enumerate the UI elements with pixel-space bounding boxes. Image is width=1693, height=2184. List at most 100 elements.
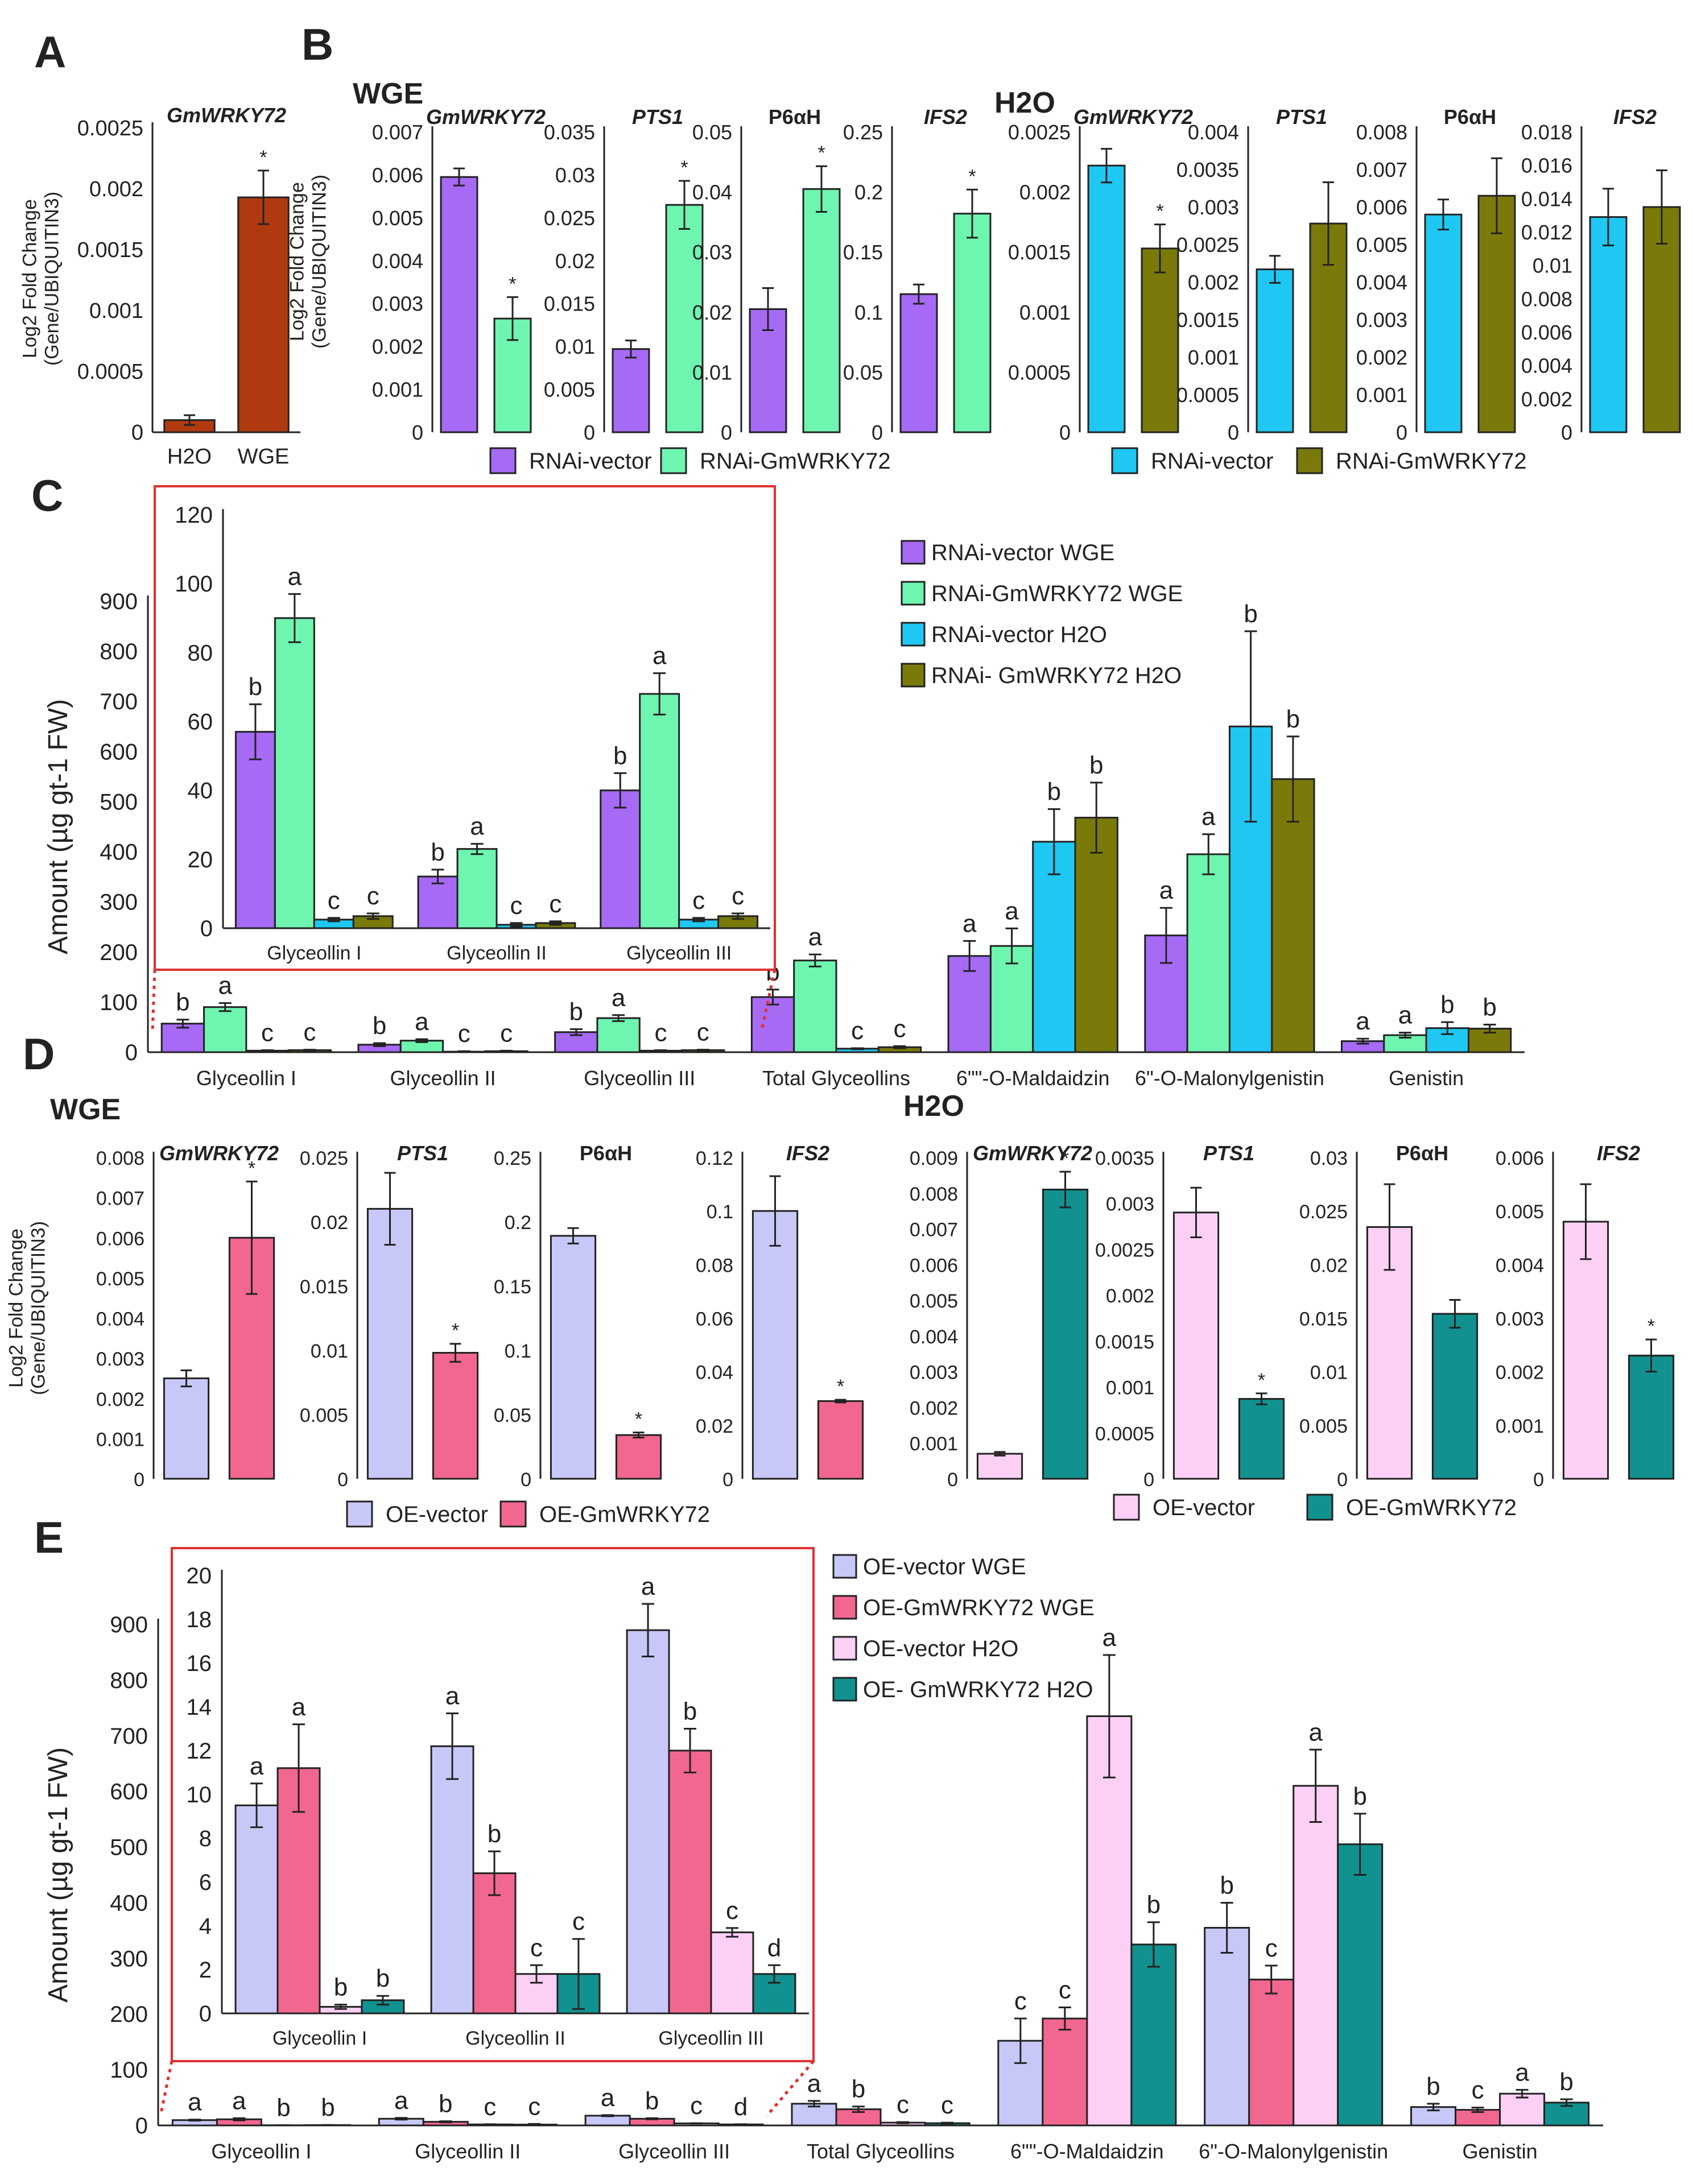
significance-letter: b: [1559, 2068, 1573, 2096]
y-axis-label: Log2 Fold Change(Gene/UBIQUITIN3): [286, 175, 330, 349]
plot-title: IFS2: [1613, 105, 1657, 129]
y-tick-label: 0.0005: [1176, 383, 1239, 407]
panel-label-e: E: [34, 1512, 64, 1562]
significance-letter: a: [1515, 2058, 1529, 2086]
inset-connector: [759, 969, 777, 1033]
y-tick-label: 0.001: [89, 299, 143, 323]
x-tick-label: 6"-O-Malonylgenistin: [1199, 2140, 1388, 2163]
y-tick-label: 0: [1228, 421, 1239, 444]
plot-e-inset: 0 2 4 6 8 10 12 14 16 18 20 Glyceollin I a a b b Glyceol…: [187, 1563, 809, 2049]
plot-title: PTS1: [397, 1141, 448, 1165]
significance-mark: *: [248, 1157, 255, 1179]
bar-oe-vector-h2o-genistin: [1499, 2092, 1546, 2127]
legend-swatch-rnai-gmwrky72: [660, 447, 687, 474]
significance-letter: a: [1201, 803, 1216, 831]
y-tick-label: 0.001: [372, 378, 423, 402]
significance-letter: c: [528, 2092, 540, 2120]
bar-oe-gmwrky72-wge-glyceollin-iii: [668, 1749, 712, 2015]
y-tick-label: 0.003: [1106, 1194, 1154, 1215]
y-tick-label: 0.0005: [77, 360, 143, 384]
significance-mark: *: [1062, 1148, 1069, 1169]
bar-oe-gmwrky72-h2o-6-o-malonylgenistin: [1337, 1843, 1384, 2127]
legend-label: OE-GmWRKY72 WGE: [863, 1595, 1095, 1620]
y-tick-label: 0.003: [910, 1362, 958, 1384]
bar-rnai-vector-wge-6-o-maldaidzin: [947, 955, 992, 1053]
significance-letter: c: [367, 882, 379, 910]
y-tick-label: 500: [110, 1835, 148, 1860]
legend-swatch-oe-gmwrky72: [499, 1500, 527, 1528]
y-tick-label: 0.2: [854, 181, 883, 204]
y-tick-label: 0.02: [692, 301, 732, 324]
plot-a: 0 0.0005 0.001 0.0015 0.002 0.0025 GmWRKY72 H2O…: [77, 104, 290, 469]
legend-label: RNAi-vector: [1151, 449, 1274, 474]
y-tick-label: 0.003: [372, 292, 423, 316]
legend-label: RNAi-GmWRKY72: [1336, 449, 1527, 474]
x-tick-label: H2O: [167, 445, 212, 469]
y-tick-label: 0: [1561, 421, 1572, 444]
y-tick-label: 0.005: [96, 1268, 144, 1290]
x-tick-label: Glyceollin I: [211, 2140, 311, 2163]
bar-d-wge-gmwrky72-0: [163, 1377, 210, 1480]
plot-d-wge-gmwrky72: 0 0.001 0.002 0.003 0.004 0.005 0.006 0.007 0.00…: [96, 1141, 279, 1491]
x-tick-label: Total Glyceollins: [807, 2140, 955, 2163]
y-tick-label: 0.01: [555, 335, 595, 358]
y-tick-label: 0.015: [300, 1276, 348, 1298]
significance-letter: c: [458, 1020, 470, 1048]
significance-letter: c: [510, 892, 522, 920]
plot-d-h2o-gmwrky72: 0 0.001 0.002 0.003 0.004 0.005 0.006 0.007 0.00…: [910, 1141, 1092, 1491]
y-tick-label: 0: [1533, 1469, 1544, 1491]
y-axis-label-line: Log2 Fold Change: [286, 182, 308, 341]
y-tick-label: 0.02: [555, 249, 595, 272]
x-tick-label: Glyceollin III: [658, 2028, 763, 2049]
plot-title: P6αH: [769, 105, 821, 129]
y-tick-label: 2: [199, 1958, 212, 1983]
bar-d-wge-ifs2-1: [817, 1400, 864, 1480]
significance-letter: b: [1244, 600, 1257, 628]
y-tick-label: 0.007: [910, 1219, 958, 1241]
significance-letter: c: [1014, 1987, 1027, 2015]
y-tick-label: 0.0025: [77, 117, 143, 140]
significance-letter: b: [321, 2094, 335, 2121]
significance-letter: a: [601, 2084, 615, 2112]
y-tick-label: 0.001: [1106, 1378, 1154, 1399]
y-tick-label: 0: [125, 1040, 138, 1065]
bar-d-wge-p6ah-1: [615, 1434, 662, 1480]
significance-letter: b: [1220, 1871, 1233, 1899]
y-tick-label: 0.018: [1521, 121, 1572, 144]
y-tick-label: 0.006: [1496, 1148, 1544, 1169]
significance-letter: b: [176, 988, 189, 1016]
y-tick-label: 0.05: [843, 361, 883, 384]
bar-d-h2o-gmwrky72-0: [976, 1453, 1023, 1480]
significance-letter: c: [654, 1019, 667, 1046]
significance-letter: c: [893, 1015, 906, 1043]
y-tick-label: 0: [947, 1469, 958, 1491]
panel-label-c: C: [31, 470, 63, 520]
bar-rnai-gmwrky72-wge-total-glyceollins: [793, 959, 837, 1053]
y-tick-label: 0.0025: [1008, 121, 1071, 144]
significance-letter: b: [249, 673, 262, 701]
significance-letter: b: [1353, 1782, 1366, 1810]
significance-letter: b: [852, 2075, 865, 2103]
plot-d-h2o-ifs2: 0 0.001 0.002 0.003 0.004 0.005 0.006 IFS2 *: [1496, 1141, 1675, 1491]
legend-label: OE-GmWRKY72: [1346, 1495, 1517, 1520]
y-axis-label: Amount (µg gt-1 FW): [43, 1747, 73, 2003]
significance-letter: b: [276, 2094, 290, 2122]
y-tick-label: 16: [187, 1651, 212, 1676]
bar-oe-vector-wge-glyceollin-ii: [430, 1745, 474, 2015]
y-tick-label: 120: [175, 503, 213, 528]
header-b-h2o: H2O: [994, 86, 1055, 119]
legend-swatch-oe-vector: [1113, 1494, 1140, 1521]
y-tick-label: 0.004: [910, 1326, 958, 1348]
significance-letter: a: [288, 562, 302, 590]
y-tick-label: 0: [1396, 421, 1407, 444]
bar-b-h2o-p6ah-0: [1424, 213, 1463, 433]
header-b-wge: WGE: [353, 77, 423, 110]
bar-rnai-vector-wge-glyceollin-iii: [600, 789, 641, 929]
bar-rnai-gmwrky72-wge-glyceollin-i: [203, 1006, 247, 1053]
plot-b-h2o-p6ah: 0 0.001 0.002 0.003 0.004 0.005 0.006 0.007 0.00…: [1356, 105, 1516, 444]
significance-letter: b: [613, 742, 627, 770]
y-tick-label: 0: [721, 421, 732, 444]
y-tick-label: 0.005: [1299, 1416, 1348, 1437]
plot-b-wge-ifs2: 0 0.05 0.1 0.15 0.2 0.25 IFS2 *: [843, 105, 992, 444]
y-tick-label: 500: [100, 789, 138, 814]
